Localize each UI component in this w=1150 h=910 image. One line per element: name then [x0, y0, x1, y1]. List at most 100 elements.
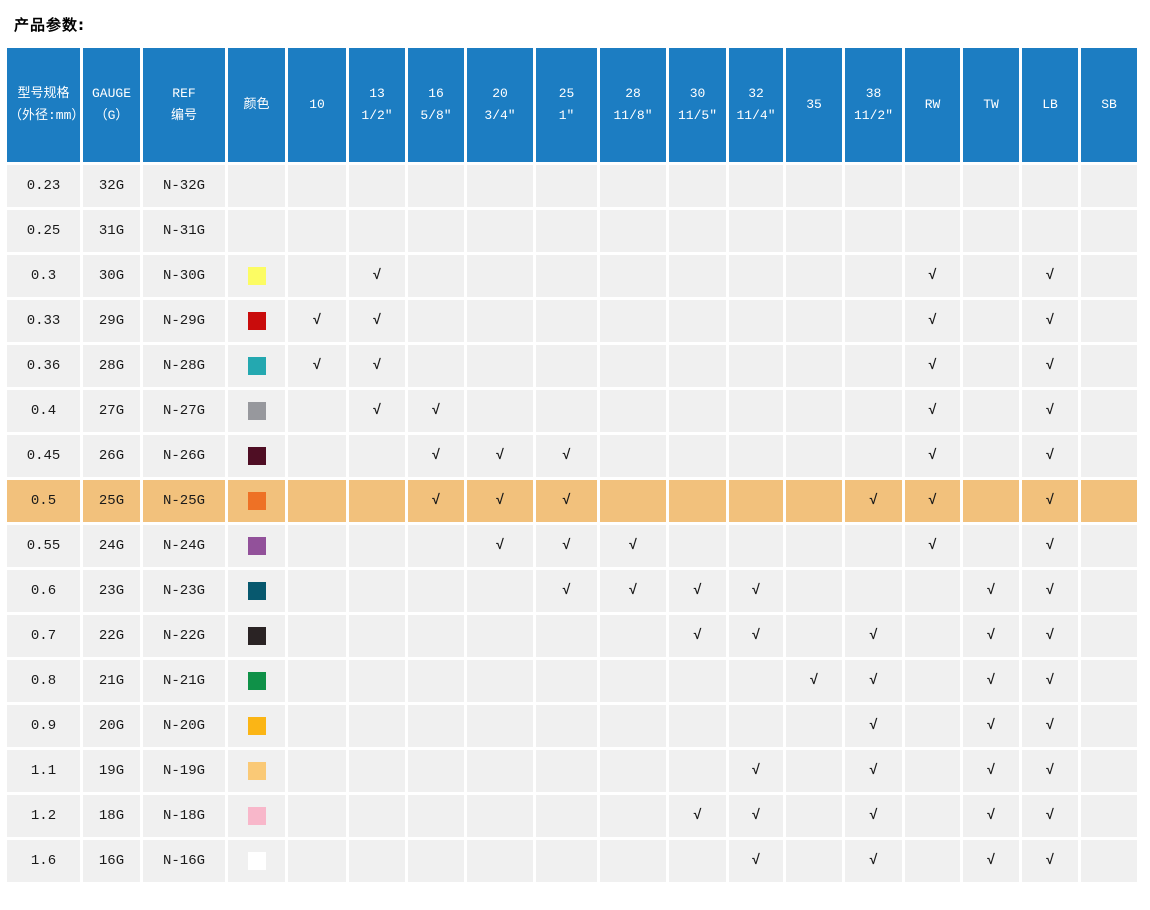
check-cell-s13 [349, 840, 405, 882]
check-cell-SB [1081, 570, 1137, 612]
check-cell-s38 [845, 165, 902, 207]
gauge-cell: 20G [83, 705, 140, 747]
column-header-s16: 16 5/8″ [408, 48, 464, 162]
check-cell-s16 [408, 525, 464, 567]
check-cell-s13 [349, 435, 405, 477]
check-cell-RW [905, 795, 960, 837]
check-cell-s20 [467, 210, 533, 252]
table-row[interactable]: 0.3 30G N-30G √ √ √ [7, 255, 1137, 297]
check-cell-s25 [536, 615, 597, 657]
table-row[interactable]: 0.6 23G N-23G √ √ √ √ √ √ [7, 570, 1137, 612]
spec-cell: 0.7 [7, 615, 80, 657]
check-cell-s10: √ [288, 345, 346, 387]
gauge-cell: 25G [83, 480, 140, 522]
check-cell-s16 [408, 345, 464, 387]
ref-cell: N-21G [143, 660, 225, 702]
column-header-RW: RW [905, 48, 960, 162]
table-row[interactable]: 0.9 20G N-20G √ √ √ [7, 705, 1137, 747]
check-cell-s30 [669, 390, 726, 432]
color-swatch [247, 447, 266, 465]
color-cell [228, 435, 285, 477]
check-cell-s10 [288, 705, 346, 747]
check-cell-s10 [288, 255, 346, 297]
check-cell-s16 [408, 300, 464, 342]
check-cell-s13: √ [349, 390, 405, 432]
table-row[interactable]: 0.25 31G N-31G [7, 210, 1137, 252]
check-cell-s32 [729, 210, 783, 252]
table-row[interactable]: 0.55 24G N-24G √ √ √ √ √ [7, 525, 1137, 567]
check-cell-s13 [349, 570, 405, 612]
check-cell-TW [963, 255, 1019, 297]
ref-cell: N-32G [143, 165, 225, 207]
check-cell-s28 [600, 750, 666, 792]
column-header-s28: 28 11/8″ [600, 48, 666, 162]
color-cell [228, 795, 285, 837]
check-cell-s13 [349, 705, 405, 747]
check-cell-s38: √ [845, 660, 902, 702]
check-cell-s20 [467, 615, 533, 657]
table-row[interactable]: 0.4 27G N-27G √ √ √ √ [7, 390, 1137, 432]
ref-cell: N-18G [143, 795, 225, 837]
check-cell-s35 [786, 435, 842, 477]
check-cell-s32 [729, 660, 783, 702]
check-cell-s38 [845, 435, 902, 477]
table-row[interactable]: 0.33 29G N-29G √ √ √ √ [7, 300, 1137, 342]
check-cell-s10 [288, 795, 346, 837]
table-row[interactable]: 0.23 32G N-32G [7, 165, 1137, 207]
check-cell-s25 [536, 795, 597, 837]
color-swatch [247, 582, 266, 600]
spec-cell: 1.2 [7, 795, 80, 837]
spec-cell: 0.33 [7, 300, 80, 342]
check-cell-s25 [536, 210, 597, 252]
check-cell-s35 [786, 615, 842, 657]
check-cell-s32: √ [729, 750, 783, 792]
spec-cell: 0.55 [7, 525, 80, 567]
check-cell-s20 [467, 660, 533, 702]
check-cell-SB [1081, 345, 1137, 387]
column-header-s10: 10 [288, 48, 346, 162]
gauge-cell: 32G [83, 165, 140, 207]
check-cell-s35 [786, 255, 842, 297]
check-cell-s28 [600, 165, 666, 207]
check-cell-s38: √ [845, 840, 902, 882]
gauge-cell: 16G [83, 840, 140, 882]
check-cell-TW: √ [963, 615, 1019, 657]
check-cell-s25: √ [536, 480, 597, 522]
table-row[interactable]: 0.45 26G N-26G √ √ √ √ √ [7, 435, 1137, 477]
ref-cell: N-29G [143, 300, 225, 342]
check-cell-s25 [536, 345, 597, 387]
check-cell-s28 [600, 480, 666, 522]
check-cell-LB [1022, 165, 1078, 207]
spec-cell: 1.1 [7, 750, 80, 792]
table-row[interactable]: 0.7 22G N-22G √ √ √ √ √ [7, 615, 1137, 657]
color-cell [228, 165, 285, 207]
table-row[interactable]: 1.2 18G N-18G √ √ √ √ √ [7, 795, 1137, 837]
check-cell-s30 [669, 435, 726, 477]
check-cell-SB [1081, 705, 1137, 747]
table-row[interactable]: 0.36 28G N-28G √ √ √ √ [7, 345, 1137, 387]
page-title: 产品参数: [14, 16, 85, 34]
color-cell [228, 525, 285, 567]
check-cell-s38 [845, 570, 902, 612]
check-cell-s20 [467, 300, 533, 342]
table-row[interactable]: 0.8 21G N-21G √ √ √ √ [7, 660, 1137, 702]
check-cell-RW [905, 705, 960, 747]
check-cell-RW: √ [905, 480, 960, 522]
check-cell-s10 [288, 435, 346, 477]
check-cell-TW [963, 525, 1019, 567]
column-header-s13: 13 1/2″ [349, 48, 405, 162]
table-row[interactable]: 1.6 16G N-16G √ √ √ √ [7, 840, 1137, 882]
table-row[interactable]: 0.5 25G N-25G √ √ √ √ √ √ [7, 480, 1137, 522]
check-cell-LB: √ [1022, 795, 1078, 837]
check-cell-s13: √ [349, 345, 405, 387]
table-row[interactable]: 1.1 19G N-19G √ √ √ √ [7, 750, 1137, 792]
spec-cell: 0.6 [7, 570, 80, 612]
gauge-cell: 21G [83, 660, 140, 702]
check-cell-LB: √ [1022, 570, 1078, 612]
check-cell-s32 [729, 345, 783, 387]
check-cell-s28 [600, 615, 666, 657]
color-swatch [247, 807, 266, 825]
check-cell-SB [1081, 165, 1137, 207]
check-cell-s30 [669, 255, 726, 297]
check-cell-s13: √ [349, 255, 405, 297]
